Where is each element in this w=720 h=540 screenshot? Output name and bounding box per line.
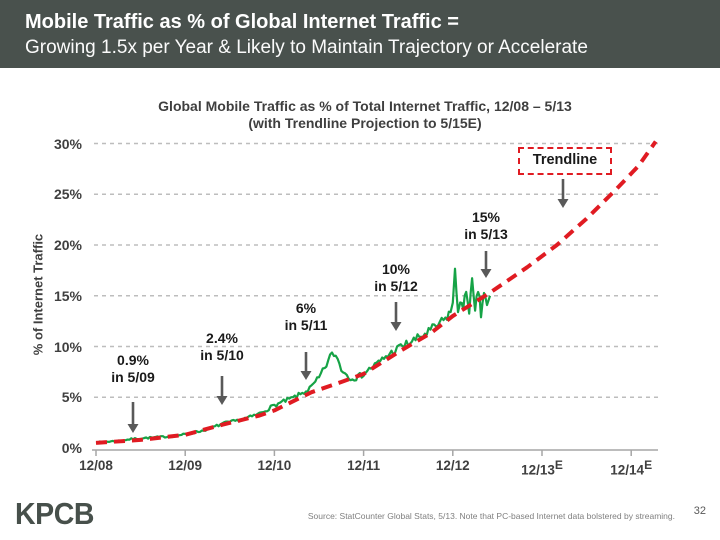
y-tick-label: 15% (53, 287, 82, 304)
chart-title-line1: Global Mobile Traffic as % of Total Inte… (158, 98, 572, 114)
data-point-annotation: 15% in 5/13 (464, 209, 508, 242)
x-tick-label: 12/12 (435, 458, 470, 473)
x-tick-label: 12/08 (79, 458, 113, 473)
x-tick-label: 12/11 (347, 458, 381, 473)
slide-title-line1: Mobile Traffic as % of Global Internet T… (25, 11, 459, 33)
kpcb-logo: KPCB (15, 496, 94, 531)
trendline-legend-box: Trendline (518, 147, 612, 175)
x-tick-label: 12/10 (257, 458, 292, 473)
annotation-arrow-head-icon (216, 396, 228, 405)
slide-title-line2: Growing 1.5x per Year & Likely to Mainta… (25, 37, 588, 58)
annotation-arrow-head-icon (390, 322, 402, 331)
x-tick-label: 12/14E (610, 458, 653, 478)
annotation-arrow-head-icon (300, 371, 312, 380)
y-tick-label: 10% (53, 338, 82, 355)
y-tick-label: 30% (53, 135, 82, 152)
y-tick-label: 0% (61, 440, 82, 456)
header-banner: Mobile Traffic as % of Global Internet T… (0, 0, 720, 68)
x-tick-label: 12/13E (521, 458, 563, 478)
page-number: 32 (693, 505, 706, 517)
annotation-arrow-head-icon (480, 269, 492, 278)
estimate-flag: E (644, 458, 653, 472)
y-tick-label: 25% (53, 186, 82, 203)
y-tick-label: 20% (53, 237, 82, 253)
annotation-arrow-head-icon (557, 199, 569, 208)
chart-title: Global Mobile Traffic as % of Total Inte… (20, 98, 710, 132)
x-tick-label: 12/09 (168, 458, 203, 473)
data-point-annotation: 0.9% in 5/09 (111, 352, 155, 385)
data-point-annotation: 6% in 5/11 (284, 300, 328, 333)
trendline-series-line (95, 140, 658, 445)
estimate-flag: E (554, 458, 563, 472)
source-note: Source: StatCounter Global Stats, 5/13. … (307, 511, 675, 521)
chart-title-line2: (with Trendline Projection to 5/15E) (248, 115, 482, 131)
data-point-annotation: 10% in 5/12 (374, 261, 418, 294)
annotation-arrow-head-icon (127, 424, 139, 433)
y-tick-label: 5% (61, 389, 82, 406)
data-point-annotation: 2.4% in 5/10 (200, 330, 244, 363)
